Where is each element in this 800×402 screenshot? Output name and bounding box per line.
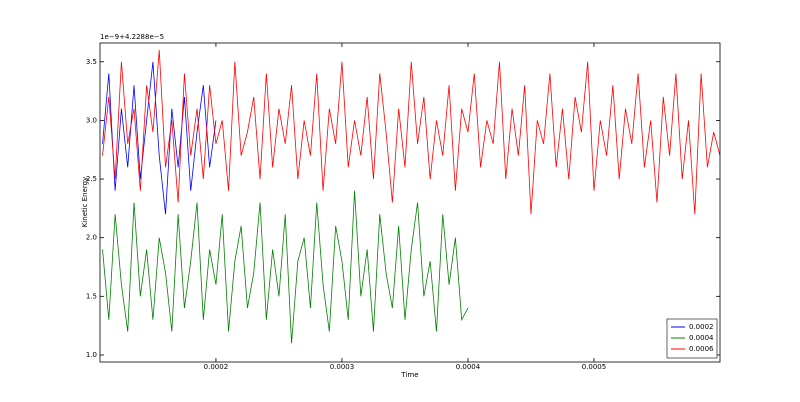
x-tick-label: 0.0002: [204, 363, 229, 371]
plot-frame: [99, 42, 721, 363]
legend-label: 0.0006: [689, 345, 714, 353]
series-line: [102, 190, 469, 344]
y-tick-label: 1.0: [86, 351, 97, 359]
offset-text: 1e−9+4.2288e−5: [100, 33, 164, 41]
y-tick-label: 3.5: [86, 58, 97, 66]
series-line: [102, 61, 217, 215]
y-tick-label: 3.0: [86, 116, 97, 124]
x-axis-label: Time: [400, 371, 418, 379]
y-tick-label: 2.5: [86, 175, 97, 183]
y-tick-label: 1.5: [86, 292, 97, 300]
y-axis-label: Kinetic Energy: [81, 177, 89, 228]
x-tick-label: 0.0003: [330, 363, 355, 371]
legend-label: 0.0002: [689, 323, 714, 331]
x-tick-label: 0.0005: [582, 363, 607, 371]
series-line: [102, 50, 720, 215]
legend-label: 0.0004: [689, 334, 714, 342]
y-tick-label: 2.0: [86, 234, 97, 242]
x-tick-label: 0.0004: [456, 363, 481, 371]
